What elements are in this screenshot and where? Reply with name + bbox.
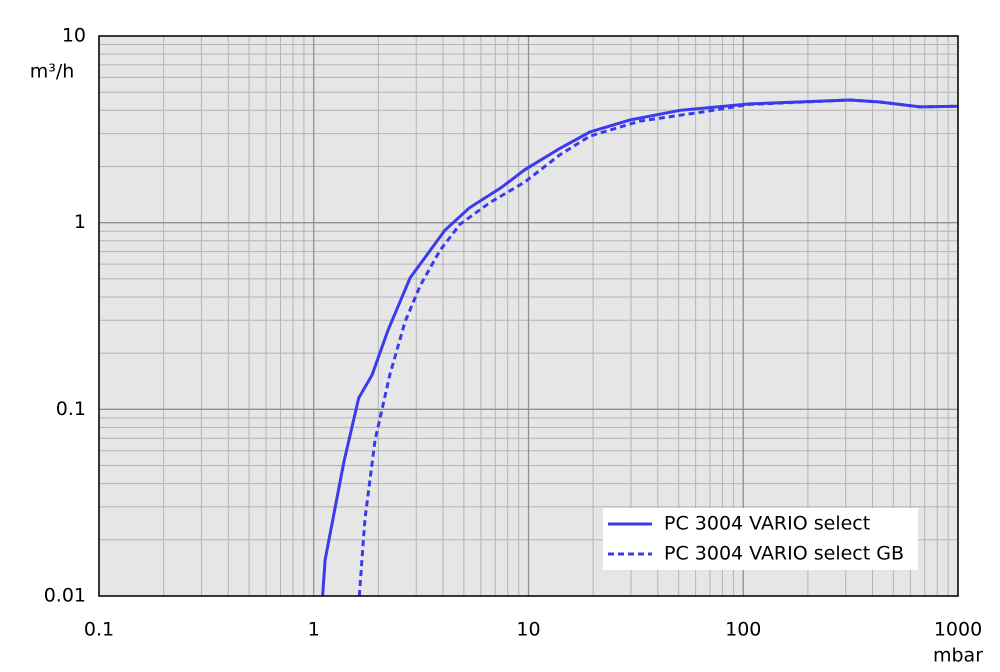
legend-box bbox=[603, 508, 918, 570]
x-axis-label: mbar bbox=[933, 645, 983, 667]
grid bbox=[98, 35, 959, 597]
y-axis-label: m³/h bbox=[30, 61, 75, 83]
lines bbox=[321, 98, 959, 597]
legend-label: PC 3004 VARIO select bbox=[664, 513, 870, 535]
x-tick-label: 0.1 bbox=[84, 619, 114, 641]
y-tick-label: 10 bbox=[62, 25, 86, 47]
legend: PC 3004 VARIO select PC 3004 VARIO select… bbox=[608, 513, 904, 565]
y-tick-label: 0.01 bbox=[44, 585, 86, 607]
x-tick-label: 1 bbox=[308, 619, 320, 641]
x-tick-label: 1000 bbox=[934, 619, 982, 641]
x-tick-label: 10 bbox=[516, 619, 540, 641]
y-tick-label: 0.1 bbox=[56, 398, 86, 420]
legend-label: PC 3004 VARIO select GB bbox=[664, 543, 904, 565]
x-tick-label: 100 bbox=[725, 619, 761, 641]
data-line bbox=[357, 98, 959, 597]
y-tick-label: 1 bbox=[74, 211, 86, 233]
plot-frame bbox=[98, 35, 959, 597]
